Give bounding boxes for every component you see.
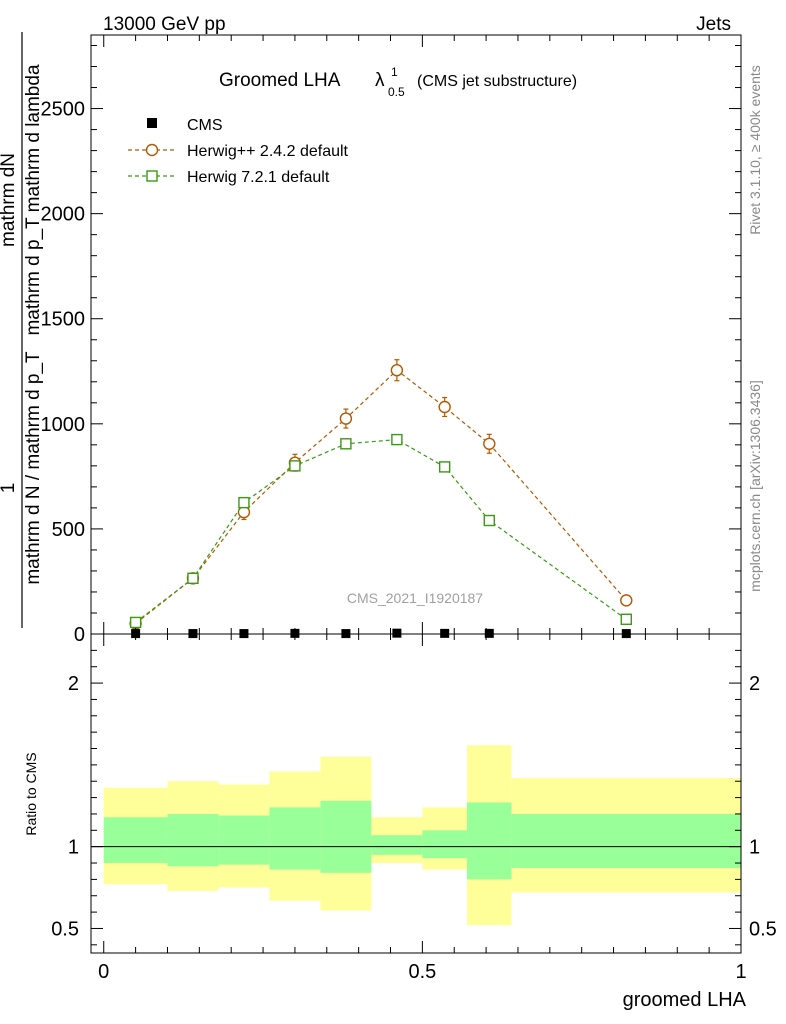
plot-title-text: Groomed LHA — [219, 70, 341, 91]
herwig721-point — [238, 496, 250, 509]
rivet-version-label: Rivet 3.1.10, ≥ 400k events — [747, 65, 763, 235]
plot-title-superscript: 1 — [391, 65, 398, 79]
main-ytick-label: 2500 — [41, 99, 86, 121]
ratio-ytick-label-left: 2 — [68, 673, 79, 695]
herwig721-point — [620, 613, 632, 625]
ratio-band-inner-7 — [466, 802, 512, 880]
main-ytick-label: 0 — [74, 624, 85, 646]
ratio-band-inner-4 — [320, 800, 372, 873]
main-ytick-label: 1000 — [41, 414, 86, 436]
ratio-band-inner-6 — [422, 830, 467, 859]
cms-point — [392, 628, 402, 638]
main-ytick-label: 1500 — [41, 309, 86, 331]
plot-title-note: (CMS jet substructure) — [417, 73, 577, 90]
ratio-ytick-label-left: 1 — [68, 837, 79, 859]
main-ylabel-numerator: mathrm dN — [0, 153, 19, 247]
legend-herwig242-label: Herwig++ 2.4.2 default — [187, 143, 349, 160]
ratio-ytick-label-right: 0.5 — [749, 918, 777, 940]
ratio-ytick-label-right: 1 — [749, 837, 760, 859]
herwig242-point — [620, 594, 633, 607]
ratio-band-inner-8 — [511, 813, 741, 868]
cms-point — [440, 628, 450, 638]
ratio-ylabel: Ratio to CMS — [23, 752, 39, 835]
herwig242-line — [135, 369, 627, 624]
herwig721-point — [483, 514, 495, 527]
legend-herwig242-marker — [145, 143, 159, 157]
analysis-watermark: CMS_2021_I1920187 — [347, 590, 483, 606]
legend: CMS Herwig++ 2.4.2 default Herwig 7.2.1 … — [128, 117, 349, 186]
herwig242-point — [339, 412, 353, 425]
ratio-ytick-label-left: 0.5 — [51, 918, 79, 940]
header-left: 13000 GeV pp — [103, 14, 226, 35]
plot-title-subscript: 0.5 — [388, 85, 405, 99]
plot-title: Groomed LHA λ 1 0.5 (CMS jet substructur… — [219, 65, 577, 99]
legend-herwig721-label: Herwig 7.2.1 default — [187, 169, 330, 186]
ratio-band-inner-3 — [269, 807, 321, 870]
ratio-band-inner-5 — [371, 835, 423, 855]
ratio-plot-frame — [90, 633, 742, 954]
main-ytick-label: 2000 — [41, 204, 86, 226]
header-right: Jets — [696, 14, 731, 35]
herwig242-point — [438, 400, 451, 414]
main-plot-area — [129, 359, 633, 639]
legend-cms-label: CMS — [187, 117, 223, 134]
xtick-label: 0 — [98, 961, 109, 983]
herwig721-point — [289, 460, 301, 472]
xtick-label: 0.5 — [408, 961, 436, 983]
main-ylabel: 1 mathrm d N / mathrm d p_T mathrm dN ma… — [0, 32, 44, 628]
ratio-ytick-label-right: 2 — [749, 673, 760, 695]
main-ylabel-denominator-inner: mathrm d p_T mathrm d lambda — [23, 64, 44, 335]
xtick-label: 1 — [735, 961, 746, 983]
main-ylabel-denominator: mathrm d N / mathrm d p_T — [23, 351, 44, 585]
cms-point — [484, 628, 494, 638]
main-ytick-label: 500 — [52, 519, 85, 541]
ratio-band-inner-2 — [218, 815, 270, 865]
herwig721-point — [187, 572, 199, 585]
herwig242-point — [390, 364, 404, 377]
herwig721-point — [129, 616, 142, 629]
legend-herwig721-marker — [146, 170, 158, 182]
x-axis-label: groomed LHA — [623, 989, 747, 1011]
legend-cms-marker — [147, 118, 157, 128]
herwig242-point — [483, 437, 496, 450]
ratio-band-inner-0 — [103, 817, 168, 864]
herwig721-point — [391, 433, 403, 446]
plot-title-symbol: λ — [375, 70, 385, 91]
herwig721-point — [438, 461, 451, 473]
main-ylabel-prefix: 1 — [0, 483, 19, 494]
ratio-bands — [103, 745, 741, 926]
ratio-band-inner-1 — [167, 813, 219, 867]
mcplots-label: mcplots.cern.ch [arXiv:1306.3436] — [747, 380, 763, 592]
herwig721-point — [340, 438, 352, 450]
